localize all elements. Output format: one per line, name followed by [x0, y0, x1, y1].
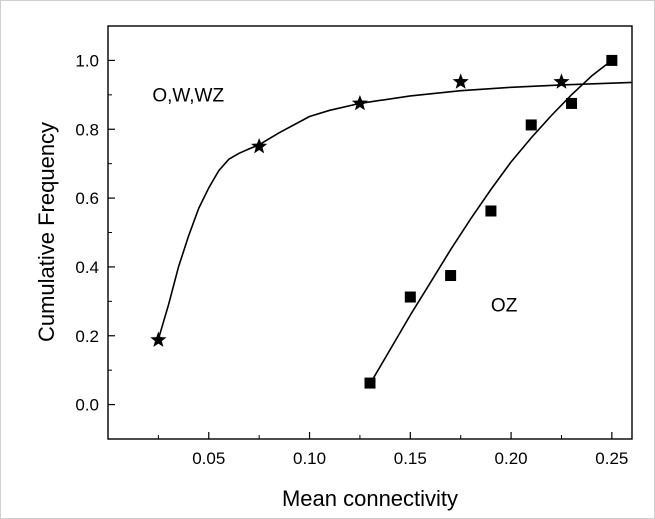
x-tick-label: 0.20 — [495, 449, 528, 468]
star-point — [452, 73, 469, 89]
star-point — [251, 137, 268, 154]
annotations: O,W,WZ OZ — [152, 86, 517, 317]
square-point — [364, 377, 376, 389]
y-tick-label: 0.6 — [75, 189, 99, 208]
x-tick-label: 0.10 — [293, 449, 326, 468]
y-tick-label: 1.0 — [75, 51, 99, 70]
annotation-1: O,W,WZ — [152, 86, 224, 107]
fit-curves — [157, 59, 633, 385]
x-tick-label: 0.15 — [394, 449, 427, 468]
y-tick-label: 0.0 — [75, 396, 99, 415]
x-tick-label: 0.05 — [192, 449, 225, 468]
square-point — [606, 54, 618, 66]
annotation-2: OZ — [491, 296, 518, 317]
square-point — [525, 119, 537, 131]
square-point — [404, 291, 416, 303]
y-axis-label: Cumulative Frequency — [34, 122, 59, 342]
y-tick-label: 0.8 — [75, 120, 99, 139]
star-point — [553, 73, 570, 89]
fit-curve-1 — [157, 81, 633, 340]
square-point — [445, 270, 457, 282]
y-tick-label: 0.2 — [75, 327, 99, 346]
star-point — [150, 331, 167, 347]
x-axis-label: Mean connectivity — [282, 486, 458, 511]
data-markers — [150, 54, 618, 389]
axis-ticks: 0.05 0.10 0.15 0.20 0.25 0.0 0.2 0.4 0.6 0.8 1.0 — [75, 25, 628, 468]
fit-curve-2 — [369, 59, 613, 385]
square-point — [485, 205, 497, 217]
y-tick-label: 0.4 — [75, 258, 99, 277]
x-tick-label: 0.25 — [595, 449, 628, 468]
square-point — [566, 97, 578, 109]
star-point — [351, 94, 369, 111]
